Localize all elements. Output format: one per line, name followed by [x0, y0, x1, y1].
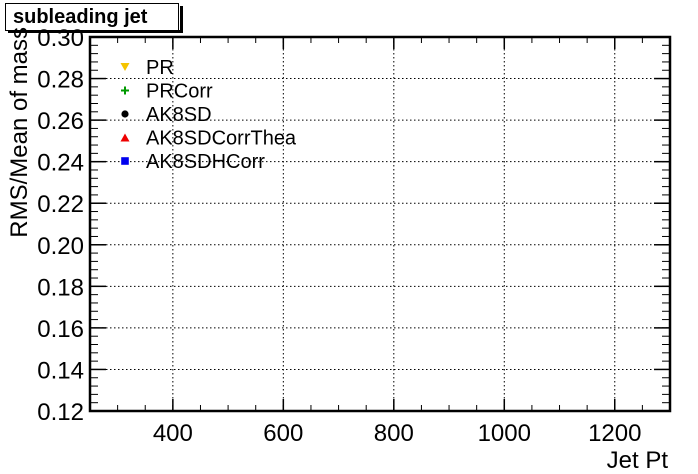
y-tick-label: 0.16 — [37, 316, 84, 343]
legend-marker-triangle-up — [120, 133, 130, 142]
y-tick-label: 0.30 — [37, 25, 84, 52]
x-tick-labels: 400 600 800 1000 1200 — [153, 420, 642, 447]
legend-marker-square — [121, 157, 129, 165]
legend-label: AK8SDHCorr — [146, 151, 265, 173]
legend-label: AK8SD — [146, 104, 212, 126]
plot-frame — [88, 35, 672, 413]
legend-label: PR — [146, 57, 174, 79]
legend-label: PRCorr — [146, 81, 213, 103]
x-tick-label: 800 — [374, 420, 414, 447]
legend-marker-plus — [121, 86, 129, 95]
y-tick-label: 0.26 — [37, 108, 84, 135]
y-tick-label: 0.24 — [37, 150, 84, 177]
legend-label: AK8SDCorrThea — [146, 128, 297, 150]
y-tick-labels: 0.12 0.14 0.16 0.18 0.20 0.22 0.24 0.26 0.28 0.30 — [37, 25, 84, 426]
y-tick-label: 0.22 — [37, 191, 84, 218]
y-tick-label: 0.20 — [37, 233, 84, 260]
y-axis-label: RMS/Mean of mass — [6, 27, 33, 238]
chart-title: subleading jet — [5, 3, 183, 33]
x-tick-label: 400 — [153, 420, 193, 447]
y-tick-label: 0.28 — [37, 67, 84, 94]
y-tick-label: 0.12 — [37, 399, 84, 426]
x-tick-label: 1000 — [478, 420, 531, 447]
x-tick-label: 600 — [263, 420, 303, 447]
y-tick-label: 0.18 — [37, 274, 84, 301]
legend-marker-circle — [121, 110, 129, 118]
legend-marker-triangle-down — [120, 63, 130, 71]
axis-ticks — [90, 36, 671, 412]
x-tick-label: 1200 — [588, 420, 641, 447]
x-axis-label: Jet Pt — [607, 447, 669, 474]
y-tick-label: 0.14 — [37, 357, 84, 384]
grid-lines — [90, 37, 670, 411]
